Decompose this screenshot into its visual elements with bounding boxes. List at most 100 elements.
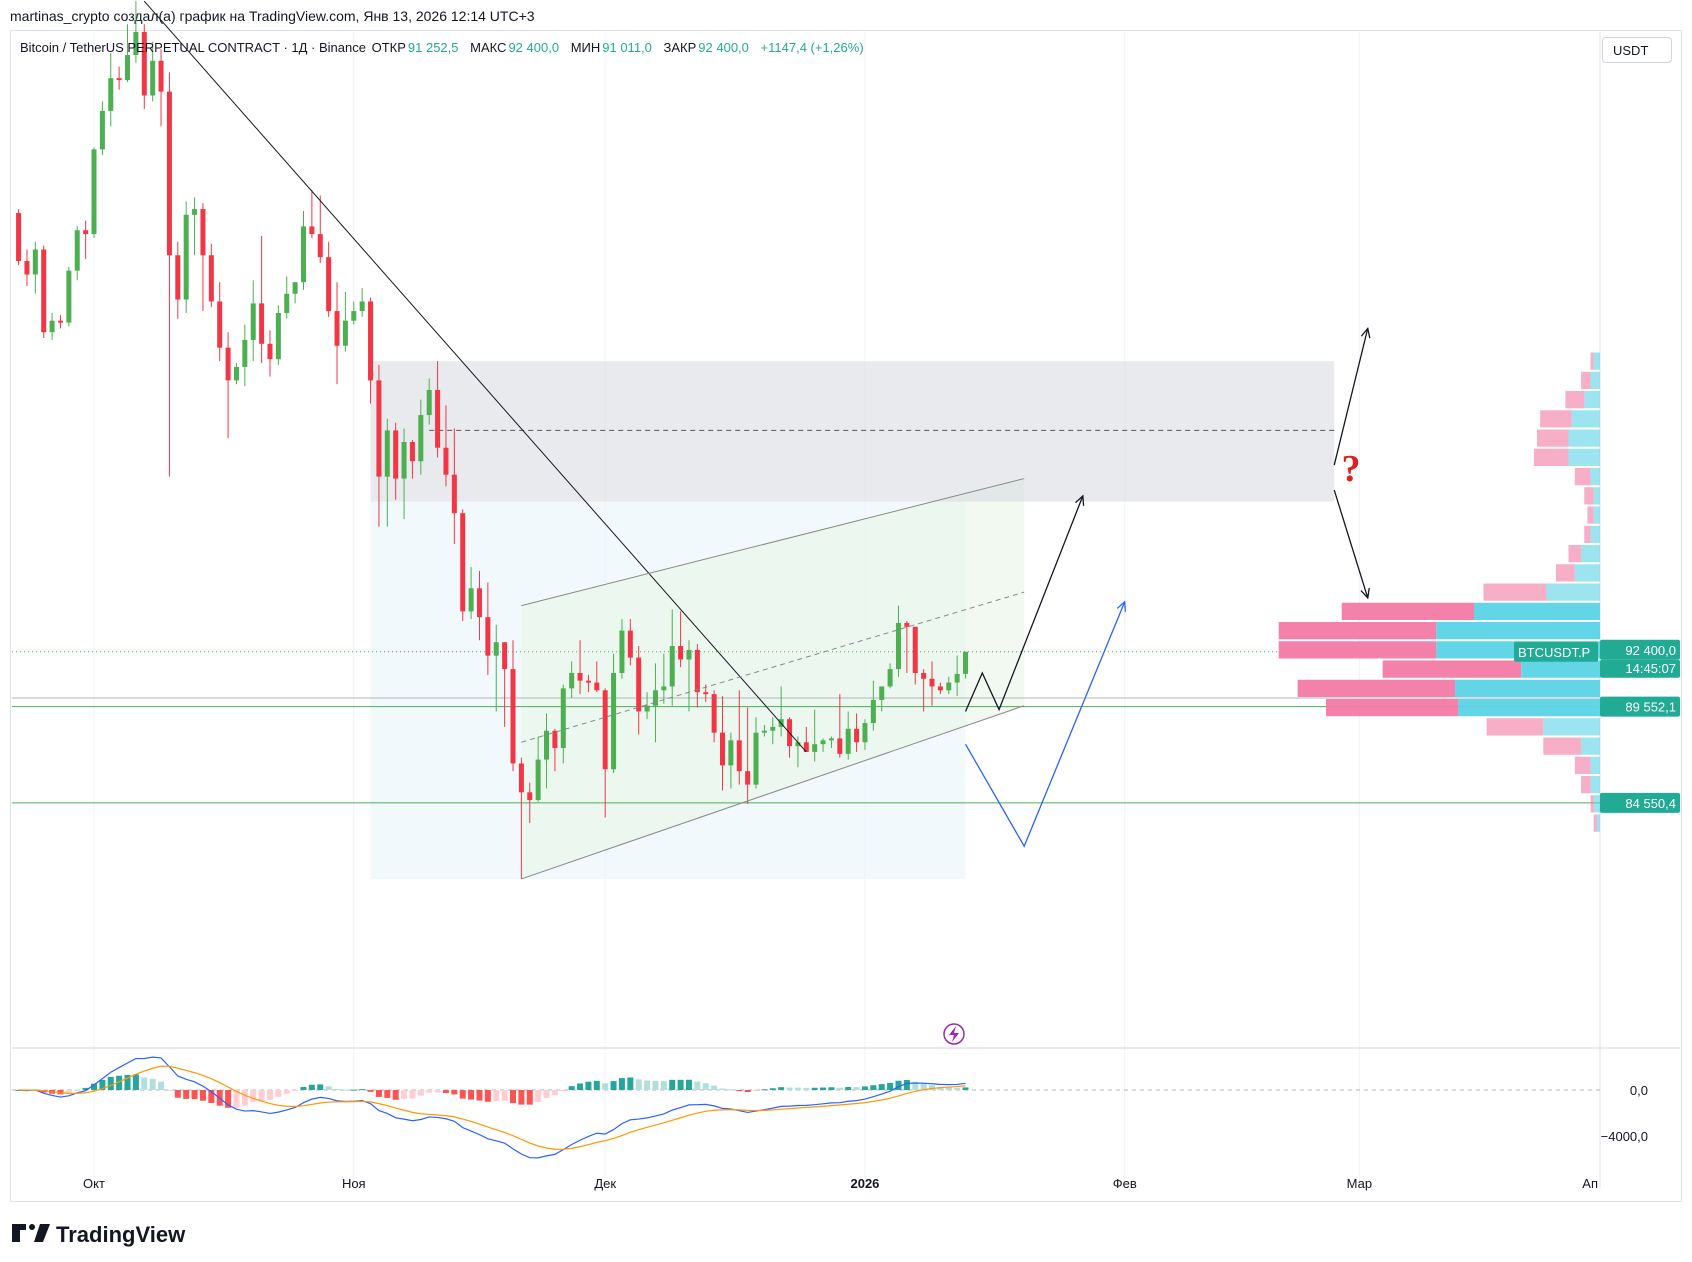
- chart-frame: [10, 30, 1682, 1202]
- volume-profile: [1278, 352, 1600, 832]
- macd-histogram-bar: [929, 1085, 935, 1090]
- channel-lower-line: [521, 705, 1025, 880]
- candle-body: [552, 730, 558, 749]
- macd-histogram-bar: [501, 1090, 508, 1101]
- volume-profile-down: [1483, 583, 1547, 601]
- candle-body: [476, 588, 482, 618]
- candle-body: [74, 230, 80, 271]
- candle-body: [585, 680, 591, 683]
- macd-histogram-bar: [384, 1090, 391, 1098]
- candle-body: [116, 78, 122, 81]
- macd-histogram-bar: [334, 1089, 341, 1091]
- macd-histogram-bar: [627, 1077, 634, 1090]
- candle-body: [175, 255, 181, 300]
- candle-body: [250, 303, 256, 340]
- candle-body: [368, 301, 374, 381]
- candle-body: [636, 657, 642, 712]
- symbol-name[interactable]: Bitcoin / TetherUS PERPETUAL CONTRACT · …: [20, 40, 366, 55]
- candle-body: [862, 723, 868, 743]
- candle-body: [99, 110, 105, 150]
- open-label: ОТКР: [371, 40, 406, 55]
- macd-histogram-bar: [610, 1081, 617, 1090]
- candle-body: [619, 630, 625, 673]
- volume-profile-down: [1543, 737, 1582, 755]
- zones: [370, 361, 1335, 879]
- macd-histogram-bar: [510, 1090, 516, 1104]
- volume-profile-down: [1555, 564, 1575, 582]
- volume-profile-down: [1593, 814, 1597, 832]
- macd-histogram-bar: [962, 1087, 969, 1090]
- macd-histogram-bar: [887, 1082, 894, 1090]
- candle-body: [711, 694, 717, 733]
- volume-profile-up: [1521, 660, 1600, 678]
- volume-profile-down: [1590, 795, 1594, 813]
- macd-histogram-bar: [409, 1090, 416, 1099]
- high-label: МАКС: [470, 40, 507, 55]
- candle-body: [66, 270, 72, 323]
- projection-alt-arrow: [964, 601, 1126, 848]
- candle-body: [761, 730, 767, 733]
- candle-body: [937, 686, 943, 691]
- candle-body: [795, 742, 801, 747]
- macd-histogram-bar: [191, 1090, 198, 1100]
- candle-body: [652, 690, 658, 706]
- candle-body: [125, 55, 131, 81]
- currency-button[interactable]: USDT: [1602, 37, 1672, 63]
- time-tick: Фев: [1113, 1176, 1137, 1191]
- candle-body: [895, 622, 901, 670]
- macd-histogram-bar: [719, 1088, 726, 1090]
- macd-histogram-bar: [451, 1090, 458, 1095]
- volume-profile-up: [1571, 410, 1600, 428]
- macd-histogram-bar: [560, 1090, 567, 1091]
- candle-body: [351, 311, 357, 321]
- macd-histogram-bar: [836, 1087, 843, 1090]
- candle-body: [166, 91, 172, 256]
- candle-body: [24, 261, 30, 275]
- macd-histogram-bar: [669, 1079, 676, 1090]
- macd-histogram-bar: [652, 1080, 659, 1090]
- candle-body: [259, 303, 265, 344]
- macd-histogram-bar: [417, 1090, 424, 1096]
- candle-body: [468, 588, 474, 612]
- volume-profile-down: [1584, 487, 1594, 505]
- candle-body: [284, 293, 290, 313]
- scenario-down-arrow: [1333, 489, 1369, 599]
- price-label-bg: [1600, 792, 1680, 813]
- macd-histogram-bar: [91, 1083, 97, 1090]
- macd-histogram-bar: [233, 1090, 240, 1108]
- flash-icon: [943, 1023, 965, 1045]
- macd-histogram-bar: [158, 1081, 165, 1090]
- volume-profile-up: [1590, 756, 1600, 774]
- macd-histogram-bar: [82, 1087, 89, 1090]
- volume-profile-down: [1574, 756, 1591, 774]
- macd-histogram-bar: [241, 1090, 248, 1106]
- volume-profile-up: [1458, 699, 1600, 717]
- upper-zone-box: [370, 361, 1335, 502]
- macd-histogram-bar: [166, 1090, 173, 1091]
- macd-histogram-bar: [468, 1090, 475, 1100]
- candle-body: [460, 513, 466, 612]
- macd-histogram-bar: [493, 1090, 500, 1102]
- macd-histogram-bar: [711, 1085, 718, 1090]
- macd-histogram-bar: [954, 1087, 961, 1090]
- candle-body: [376, 380, 382, 477]
- volume-profile-up: [1593, 795, 1600, 813]
- candle-body: [49, 320, 55, 333]
- volume-profile-down: [1486, 718, 1544, 736]
- macd-histogram-bar: [392, 1090, 399, 1100]
- drawings: ?: [143, 0, 1371, 1045]
- tradingview-logo[interactable]: TradingView: [12, 1222, 185, 1248]
- macd-histogram-bar: [769, 1088, 776, 1090]
- macd-histogram-bar: [526, 1090, 533, 1105]
- macd-tick: −4000,0: [1601, 1129, 1648, 1144]
- macd-histogram-bar: [132, 1074, 139, 1090]
- candle-body: [602, 690, 608, 770]
- candle-body: [83, 230, 89, 235]
- candle-body: [577, 672, 583, 681]
- candle-body: [854, 728, 860, 743]
- volume-profile-down: [1581, 776, 1591, 794]
- macd-histogram-bar: [870, 1085, 877, 1090]
- candle-body: [611, 672, 617, 770]
- macd-histogram-bar: [861, 1086, 868, 1090]
- candle-body: [929, 678, 935, 687]
